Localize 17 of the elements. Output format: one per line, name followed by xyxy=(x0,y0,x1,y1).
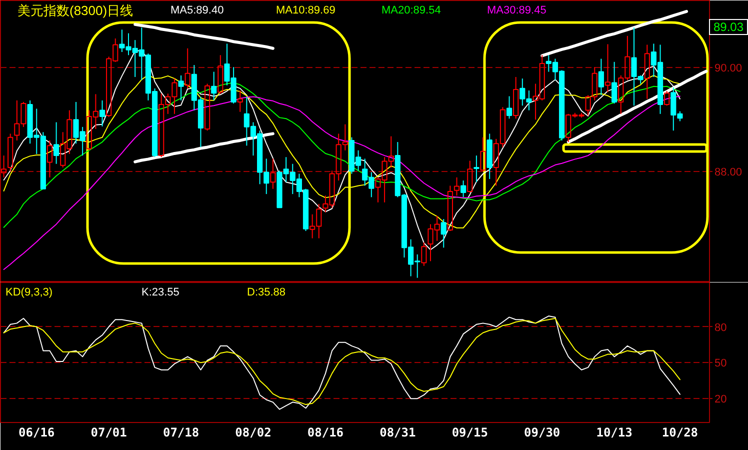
candlestick xyxy=(0,155,7,178)
chart-title: KD(9,3,3) xyxy=(6,286,53,298)
x-tick-label: 10/28 xyxy=(662,426,698,440)
x-tick-label: 08/31 xyxy=(380,426,416,440)
y-tick-label: 80 xyxy=(714,322,727,334)
y-tick-label: 20 xyxy=(714,394,727,406)
x-tick-label: 08/16 xyxy=(307,426,344,440)
x-tick-label: 07/18 xyxy=(162,426,200,440)
x-tick-label: 09/30 xyxy=(524,426,560,440)
x-tick-label: 07/01 xyxy=(90,426,127,440)
y-tick-label: 50 xyxy=(714,358,727,370)
x-tick-label: 06/16 xyxy=(18,426,55,440)
x-tick-label: 10/13 xyxy=(596,426,632,440)
x-tick-label: 09/15 xyxy=(452,426,488,440)
text: D:35.88 xyxy=(247,286,286,298)
x-tick-label: 08/02 xyxy=(235,426,272,440)
text: K:23.55 xyxy=(142,286,180,298)
